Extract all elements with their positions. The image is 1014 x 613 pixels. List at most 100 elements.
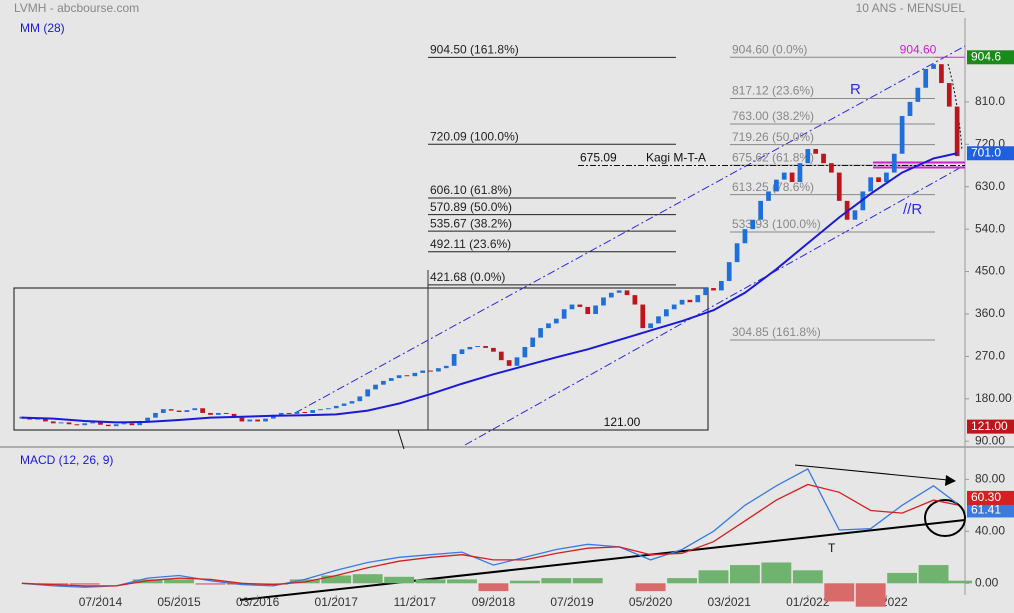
channel-label: R [850,81,861,98]
candle [821,153,826,164]
fib-label: 304.85 (161.8%) [732,325,821,339]
candle [475,346,481,348]
y-tick-label: 360.0 [975,306,1005,320]
candle [373,384,378,390]
macd-histogram [635,583,666,592]
candle [74,424,80,426]
candle [443,365,449,369]
x-tick-label: 03/2021 [708,595,752,609]
y-tick-label: 180.00 [975,391,1012,405]
candle [577,304,583,307]
candle [829,163,834,173]
candle [404,375,410,377]
price-tag [967,419,1014,434]
candle [184,410,190,413]
candle [852,210,858,220]
candle [656,316,661,324]
candle [648,323,653,329]
macd-histogram [509,580,540,584]
candle [381,380,386,385]
candle [954,106,960,157]
candle [538,328,543,338]
fib-label: 817.12 (23.6%) [732,84,814,98]
fib-label: 606.10 (61.8%) [430,183,512,197]
fib-label: 904.50 (161.8%) [430,43,519,57]
candle [294,412,300,414]
arrow-head [945,475,956,486]
candle [98,422,103,425]
fib-label: 763.00 (38.2%) [732,109,814,123]
macd-histogram [164,579,194,584]
candle [333,405,339,409]
candle [797,163,803,183]
candle [805,149,811,164]
marker-tick [397,429,405,450]
fib-label: 535.67 (38.2%) [430,216,512,230]
candle [616,290,622,293]
candle [388,378,394,381]
candle [931,64,936,69]
fib-label: 720.09 (100.0%) [430,129,519,143]
candle [318,409,323,411]
candle [105,424,111,427]
candle [467,346,473,350]
candle [561,309,567,319]
fib-label: 675.62 (61.8%) [732,150,814,164]
y-tick-label: 810.0 [975,94,1005,108]
candle [608,292,614,298]
macd-histogram [667,578,697,584]
x-tick-label: 01/2017 [315,595,359,609]
candle [153,412,158,418]
candle [671,304,677,310]
candle [703,288,708,296]
x-tick-label: 07/2014 [79,595,123,609]
macd-histogram [195,583,226,585]
fib-label: 421.68 (0.0%) [430,270,505,284]
trend-label: T [828,541,836,555]
y-tick-label: 90.00 [975,433,1005,447]
candle [82,423,88,426]
macd-histogram [855,583,886,607]
macd-trendline [239,519,966,601]
ma-legend: MM (28) [20,21,65,35]
macd-tag-label: 61.41 [971,503,1001,517]
candle [891,153,897,173]
candle [168,409,174,411]
candle [899,116,905,154]
candle [255,419,261,422]
candle [491,347,496,352]
candle [412,372,418,377]
macd-histogram [384,576,415,584]
macd-tag [967,503,1014,518]
candle [632,295,638,305]
y-tick-label: 540.0 [975,221,1005,235]
candle [593,305,598,314]
macd-histogram [698,570,729,584]
channel-upper [294,45,966,414]
x-tick-label: 11/2017 [394,595,437,609]
candle [789,172,795,183]
x-tick-label: 07/2019 [550,595,594,609]
candle [129,423,135,426]
candle [939,64,944,84]
candle [836,172,842,201]
candle [569,304,575,310]
candle [766,191,771,201]
x-tick-label: 09/2018 [472,595,516,609]
candle [58,422,64,424]
fib-label: 613.25 (78.6%) [732,180,814,194]
candle [514,357,520,366]
price-tag [967,146,1014,161]
fib-label: 570.89 (50.0%) [430,200,512,214]
dotted-curve [947,63,963,151]
candle [679,299,685,305]
candle [483,346,488,348]
price-tag [967,50,1014,65]
y-tick-label: 450.0 [975,264,1005,278]
candle [624,290,630,296]
macd-histogram [321,575,352,584]
candle [396,375,402,379]
candle [302,412,308,414]
candle [278,412,284,415]
